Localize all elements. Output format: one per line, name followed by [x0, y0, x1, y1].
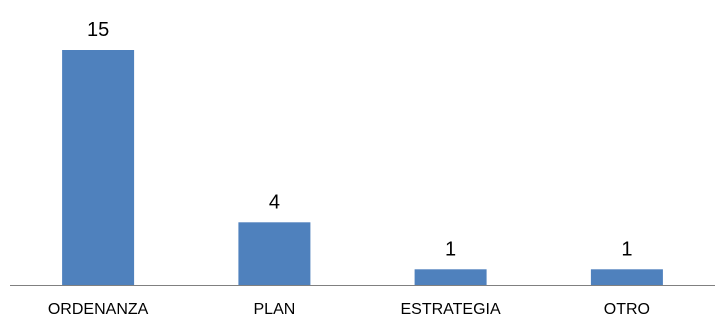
bar-ordenanza: [62, 50, 135, 285]
category-label-otro: OTRO: [604, 301, 650, 318]
data-label-plan: 4: [269, 191, 280, 213]
data-label-ordenanza: 15: [87, 19, 109, 41]
bar-estrategia: [414, 269, 487, 285]
bar-plan: [238, 222, 311, 285]
data-label-otro: 1: [621, 238, 632, 260]
category-labels-group: ORDENANZA PLAN ESTRATEGIA OTRO: [48, 301, 650, 318]
category-label-plan: PLAN: [254, 301, 296, 318]
category-label-ordenanza: ORDENANZA: [48, 301, 149, 318]
category-label-estrategia: ESTRATEGIA: [401, 301, 501, 318]
data-label-estrategia: 1: [445, 238, 456, 260]
data-labels-group: 15 4 1 1: [87, 19, 632, 260]
bars-group: [62, 50, 663, 285]
bar-otro: [590, 269, 663, 285]
